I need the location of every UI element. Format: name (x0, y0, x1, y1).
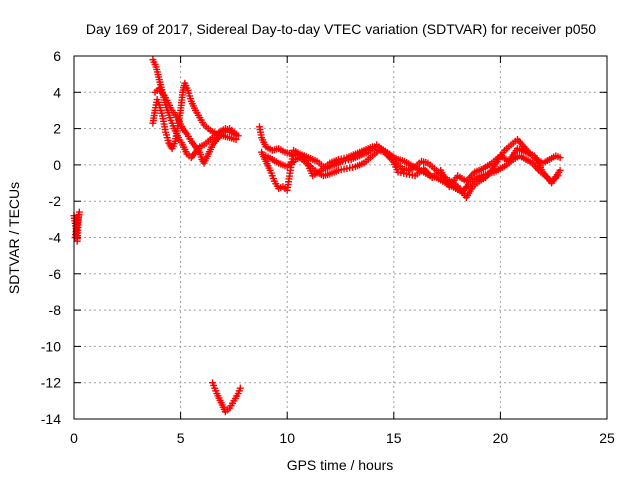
series-mid-c (262, 143, 564, 191)
x-axis-label: GPS time / hours (287, 457, 394, 473)
y-tick-label: -14 (41, 411, 61, 427)
plot-frame (73, 55, 608, 420)
data-point (556, 166, 564, 174)
x-tick-label: 0 (70, 430, 78, 446)
chart-title: Day 169 of 2017, Sidereal Day-to-day VTE… (86, 21, 596, 37)
x-tick-label: 20 (493, 430, 509, 446)
y-tick-label: -6 (49, 266, 62, 282)
data-points (70, 56, 564, 416)
y-tick-label: -10 (41, 338, 61, 354)
series-start (70, 208, 83, 245)
y-tick-label: 2 (53, 121, 61, 137)
data-point (232, 130, 240, 138)
y-tick-label: 0 (53, 157, 61, 173)
y-tick-label: -12 (41, 375, 61, 391)
x-tick-label: 5 (177, 430, 185, 446)
y-tick-label: -4 (49, 230, 62, 246)
series-dip (209, 379, 244, 416)
y-axis-label: SDTVAR / TECUs (6, 182, 22, 294)
x-tick-label: 25 (599, 430, 615, 446)
y-tick-label: 6 (53, 48, 61, 64)
data-point (236, 384, 244, 392)
x-tick-label: 15 (386, 430, 402, 446)
x-tick-label: 10 (279, 430, 295, 446)
y-tick-label: -8 (49, 302, 62, 318)
data-point (71, 234, 79, 241)
data-point (556, 154, 564, 162)
y-tick-label: 4 (53, 84, 61, 100)
y-tick-label: -2 (49, 193, 62, 209)
series-arc-c (151, 85, 240, 167)
